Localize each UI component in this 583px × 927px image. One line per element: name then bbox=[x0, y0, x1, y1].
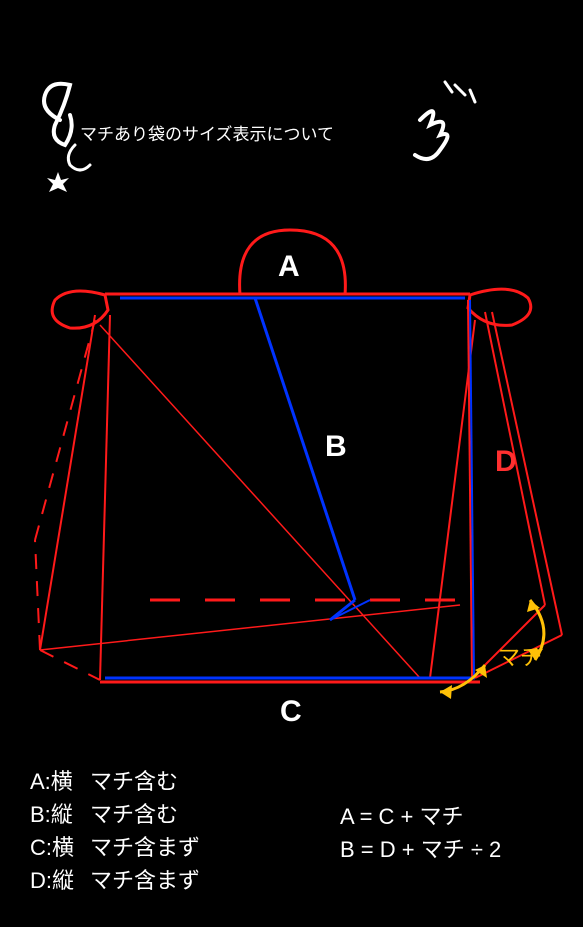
legend-row: C:横 マチ含まず bbox=[30, 831, 200, 864]
formula-b: B = D + マチ ÷ 2 bbox=[340, 833, 501, 866]
legend-key: A:横 bbox=[30, 765, 90, 798]
legend-row: D:縦 マチ含まず bbox=[30, 864, 200, 897]
legend-desc: マチ含まず bbox=[90, 864, 200, 897]
label-machi: マチ bbox=[498, 640, 542, 672]
label-a: A bbox=[278, 250, 300, 284]
legend-desc: マチ含まず bbox=[90, 831, 200, 864]
formula-a: A = C + マチ bbox=[340, 800, 501, 833]
label-b: B bbox=[325, 430, 347, 464]
legend-desc: マチ含む bbox=[90, 765, 178, 798]
legend-row: A:横 マチ含む bbox=[30, 765, 200, 798]
legend-key: D:縦 bbox=[30, 864, 90, 897]
legend-key: B:縦 bbox=[30, 798, 90, 831]
legend-desc: マチ含む bbox=[90, 798, 178, 831]
label-c: C bbox=[280, 695, 302, 729]
legend-row: B:縦 マチ含む bbox=[30, 798, 200, 831]
label-d: D bbox=[495, 445, 517, 479]
legend-key: C:横 bbox=[30, 831, 90, 864]
legend-left: A:横 マチ含む B:縦 マチ含む C:横 マチ含まず D:縦 マチ含まず bbox=[30, 765, 200, 897]
legend-right: A = C + マチ B = D + マチ ÷ 2 bbox=[340, 800, 501, 866]
title-text: マチあり袋のサイズ表示について bbox=[80, 120, 334, 145]
